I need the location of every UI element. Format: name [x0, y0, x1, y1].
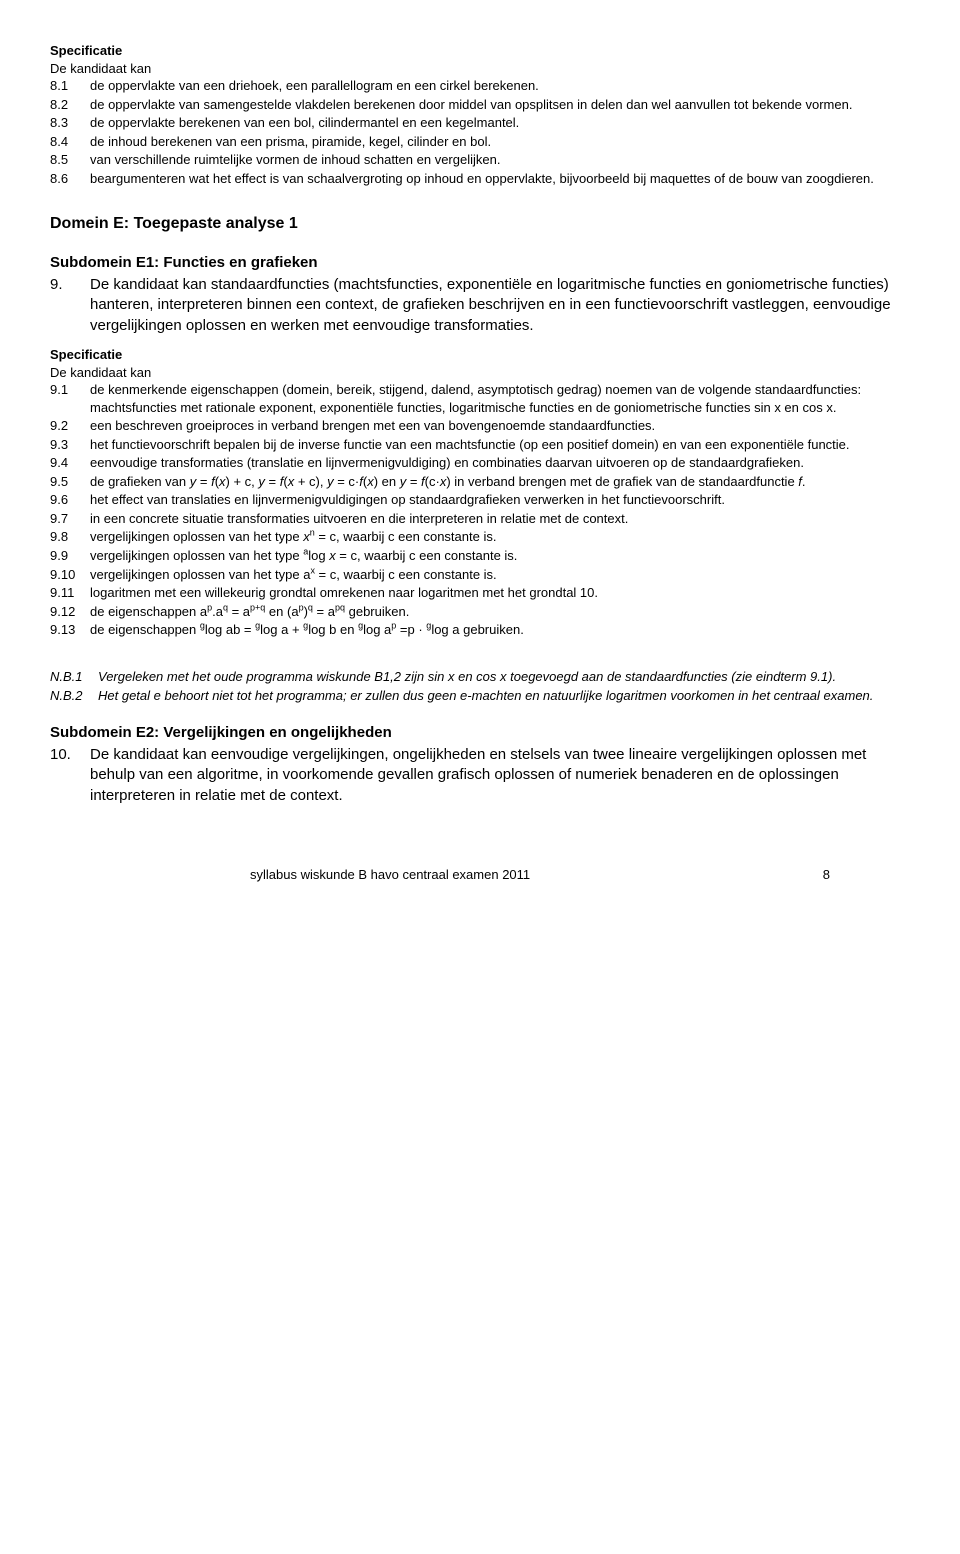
item-number: 9.1	[50, 381, 90, 416]
item-text: de eigenschappen glog ab = glog a + glog…	[90, 621, 910, 639]
item-text: de oppervlakte van een driehoek, een par…	[90, 77, 910, 95]
item-text: vergelijkingen oplossen van het type xn …	[90, 528, 910, 546]
sub-e1-title: Subdomein E1: Functies en grafieken	[50, 253, 910, 273]
list-item: 9.10vergelijkingen oplossen van het type…	[50, 566, 910, 584]
page-footer: syllabus wiskunde B havo centraal examen…	[50, 866, 910, 884]
spec8-subheading: De kandidaat kan	[50, 60, 910, 78]
spec8-list: 8.1de oppervlakte van een driehoek, een …	[50, 77, 910, 187]
item-number: 8.1	[50, 77, 90, 95]
note-text: Vergeleken met het oude programma wiskun…	[98, 668, 910, 686]
list-item: 9.12de eigenschappen ap.aq = ap+q en (ap…	[50, 603, 910, 621]
item-text: de oppervlakte berekenen van een bol, ci…	[90, 114, 910, 132]
item-number: 9.12	[50, 603, 90, 621]
note-text: Het getal e behoort niet tot het program…	[98, 687, 910, 705]
note-label: N.B.2	[50, 687, 98, 705]
item-text: de eigenschappen ap.aq = ap+q en (ap)q =…	[90, 603, 910, 621]
item-number: 9.11	[50, 584, 90, 602]
item-text: eenvoudige transformaties (translatie en…	[90, 454, 910, 472]
sub-e2-num: 10.	[50, 745, 90, 806]
sub-e1-num: 9.	[50, 275, 90, 336]
item-text: de grafieken van y = f(x) + c, y = f(x +…	[90, 473, 910, 491]
sub-e1-main: 9. De kandidaat kan standaardfuncties (m…	[50, 275, 910, 336]
footer-page: 8	[823, 866, 830, 884]
item-text: het functievoorschrift bepalen bij de in…	[90, 436, 910, 454]
item-number: 8.6	[50, 170, 90, 188]
spec8-heading: Specificatie	[50, 42, 910, 60]
list-item: 9.5de grafieken van y = f(x) + c, y = f(…	[50, 473, 910, 491]
sub-e2-text: De kandidaat kan eenvoudige vergelijking…	[90, 745, 910, 806]
spec9-list: 9.1de kenmerkende eigenschappen (domein,…	[50, 381, 910, 639]
note-label: N.B.1	[50, 668, 98, 686]
item-number: 9.3	[50, 436, 90, 454]
item-number: 9.10	[50, 566, 90, 584]
list-item: 8.6beargumenteren wat het effect is van …	[50, 170, 910, 188]
item-number: 9.9	[50, 547, 90, 565]
note-row: N.B.1Vergeleken met het oude programma w…	[50, 668, 910, 686]
spec9-subheading: De kandidaat kan	[50, 364, 910, 382]
item-text: in een concrete situatie transformaties …	[90, 510, 910, 528]
notes-block: N.B.1Vergeleken met het oude programma w…	[50, 668, 910, 705]
item-number: 9.13	[50, 621, 90, 639]
item-text: een beschreven groeiproces in verband br…	[90, 417, 910, 435]
list-item: 8.4de inhoud berekenen van een prisma, p…	[50, 133, 910, 151]
item-text: beargumenteren wat het effect is van sch…	[90, 170, 910, 188]
list-item: 9.7in een concrete situatie transformati…	[50, 510, 910, 528]
item-number: 8.5	[50, 151, 90, 169]
item-text: de inhoud berekenen van een prisma, pira…	[90, 133, 910, 151]
item-text: van verschillende ruimtelijke vormen de …	[90, 151, 910, 169]
item-number: 9.5	[50, 473, 90, 491]
item-number: 9.6	[50, 491, 90, 509]
list-item: 9.13de eigenschappen glog ab = glog a + …	[50, 621, 910, 639]
item-text: de kenmerkende eigenschappen (domein, be…	[90, 381, 910, 416]
item-text: de oppervlakte van samengestelde vlakdel…	[90, 96, 910, 114]
footer-text: syllabus wiskunde B havo centraal examen…	[250, 866, 530, 884]
item-text: logaritmen met een willekeurig grondtal …	[90, 584, 910, 602]
note-row: N.B.2Het getal e behoort niet tot het pr…	[50, 687, 910, 705]
item-number: 9.4	[50, 454, 90, 472]
list-item: 9.11logaritmen met een willekeurig grond…	[50, 584, 910, 602]
item-number: 9.2	[50, 417, 90, 435]
item-number: 8.4	[50, 133, 90, 151]
spec9-heading: Specificatie	[50, 346, 910, 364]
list-item: 9.1de kenmerkende eigenschappen (domein,…	[50, 381, 910, 416]
list-item: 8.2de oppervlakte van samengestelde vlak…	[50, 96, 910, 114]
list-item: 9.6het effect van translaties en lijnver…	[50, 491, 910, 509]
list-item: 8.1de oppervlakte van een driehoek, een …	[50, 77, 910, 95]
item-text: vergelijkingen oplossen van het type ax …	[90, 566, 910, 584]
item-number: 9.8	[50, 528, 90, 546]
list-item: 9.4eenvoudige transformaties (translatie…	[50, 454, 910, 472]
list-item: 9.8vergelijkingen oplossen van het type …	[50, 528, 910, 546]
list-item: 9.2een beschreven groeiproces in verband…	[50, 417, 910, 435]
list-item: 8.3de oppervlakte berekenen van een bol,…	[50, 114, 910, 132]
list-item: 8.5van verschillende ruimtelijke vormen …	[50, 151, 910, 169]
item-number: 8.2	[50, 96, 90, 114]
domain-e-title: Domein E: Toegepaste analyse 1	[50, 213, 910, 235]
list-item: 9.9vergelijkingen oplossen van het type …	[50, 547, 910, 565]
sub-e2-title: Subdomein E2: Vergelijkingen en ongelijk…	[50, 723, 910, 743]
item-text: het effect van translaties en lijnvermen…	[90, 491, 910, 509]
item-text: vergelijkingen oplossen van het type alo…	[90, 547, 910, 565]
sub-e2-main: 10. De kandidaat kan eenvoudige vergelij…	[50, 745, 910, 806]
sub-e1-text: De kandidaat kan standaardfuncties (mach…	[90, 275, 910, 336]
item-number: 8.3	[50, 114, 90, 132]
list-item: 9.3het functievoorschrift bepalen bij de…	[50, 436, 910, 454]
item-number: 9.7	[50, 510, 90, 528]
